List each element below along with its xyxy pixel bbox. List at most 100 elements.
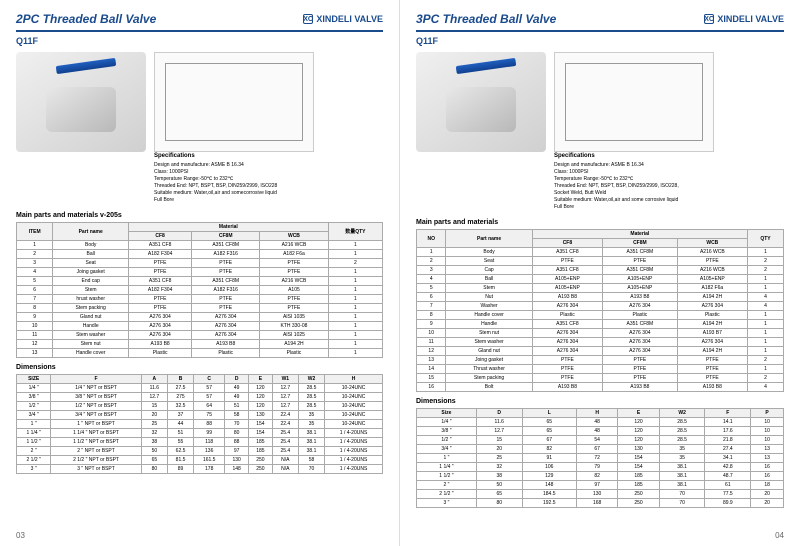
- table-cell: 14: [417, 365, 446, 374]
- table-cell: 148: [522, 481, 576, 490]
- table-cell: 15: [141, 402, 167, 411]
- page-number: 03: [16, 531, 25, 540]
- col-header: W2: [298, 375, 324, 384]
- table-cell: 161.5: [194, 456, 225, 465]
- col-header: D: [476, 409, 522, 418]
- table-row: 13Joing gasketPTFEPTFEPTFE2: [417, 356, 784, 365]
- table-cell: 1: [748, 338, 784, 347]
- table-cell: 17.6: [705, 427, 751, 436]
- table-cell: 38: [141, 438, 167, 447]
- table-cell: 1: [328, 349, 382, 358]
- table-cell: 54: [576, 436, 617, 445]
- table-cell: 10-24UNC: [325, 384, 383, 393]
- table-cell: 65: [476, 490, 522, 499]
- table-cell: 10-24UNC: [325, 402, 383, 411]
- table-cell: A351 CF8: [129, 277, 192, 286]
- table-cell: N/A: [272, 456, 298, 465]
- table-cell: A351 CF8: [532, 266, 602, 275]
- table-cell: 1: [748, 329, 784, 338]
- col-header: WCB: [677, 239, 747, 248]
- table-cell: A276 304: [192, 313, 260, 322]
- table-cell: 65: [522, 418, 576, 427]
- table-cell: 14.1: [705, 418, 751, 427]
- table-cell: 70: [225, 420, 249, 429]
- table-cell: PTFE: [260, 295, 329, 304]
- table-cell: A351 CF8: [532, 248, 602, 257]
- brand-logo-icon: XO: [303, 14, 313, 24]
- table-cell: 12.7: [272, 384, 298, 393]
- table-cell: 81.5: [167, 456, 193, 465]
- table-cell: 1: [748, 284, 784, 293]
- table-cell: 1/2 ": [417, 436, 477, 445]
- table-cell: 1: [748, 311, 784, 320]
- parts-title: Main parts and materials: [416, 219, 784, 226]
- table-cell: 12.7: [272, 402, 298, 411]
- table-cell: Bolt: [446, 383, 532, 392]
- page-number: 04: [775, 531, 784, 540]
- specs-title: Specifications: [554, 152, 694, 160]
- table-cell: A105: [260, 286, 329, 295]
- diagram-lines-icon: [165, 63, 303, 141]
- table-cell: 13: [751, 454, 784, 463]
- table-cell: 9: [417, 320, 446, 329]
- table-cell: 12.7: [272, 393, 298, 402]
- table-cell: A193 B8: [603, 293, 678, 302]
- table-cell: 89.9: [705, 499, 751, 508]
- col-header: A: [141, 375, 167, 384]
- table-cell: 1: [328, 322, 382, 331]
- table-cell: Plastic: [192, 349, 260, 358]
- table-cell: 35: [659, 445, 705, 454]
- dim-title: Dimensions: [16, 364, 383, 371]
- table-cell: 48: [576, 427, 617, 436]
- left-page: 2PC Threaded Ball Valve XO XINDELI VALVE…: [0, 0, 400, 546]
- table-cell: 32.5: [167, 402, 193, 411]
- table-cell: 2: [748, 266, 784, 275]
- table-row: 13Handle coverPlasticPlasticPlastic1: [17, 349, 383, 358]
- table-cell: 57: [194, 393, 225, 402]
- table-cell: Stem packing: [446, 374, 532, 383]
- table-row: 9Gland nutA276 304A276 304AISI 10351: [17, 313, 383, 322]
- catalog-spread: 2PC Threaded Ball Valve XO XINDELI VALVE…: [0, 0, 800, 546]
- table-cell: A276 304: [192, 331, 260, 340]
- valve-handle-icon: [456, 58, 517, 74]
- table-cell: Handle: [53, 322, 129, 331]
- table-cell: 3/8 ": [17, 393, 51, 402]
- table-cell: A194 2H: [260, 340, 329, 349]
- table-cell: 7: [17, 295, 53, 304]
- technical-diagram: [554, 52, 714, 152]
- right-page: 3PC Threaded Ball Valve XO XINDELI VALVE…: [400, 0, 800, 546]
- right-col: Specifications Design and manufacture: A…: [154, 52, 314, 204]
- table-cell: 35: [298, 420, 324, 429]
- table-cell: 16: [751, 472, 784, 481]
- table-cell: 44: [167, 420, 193, 429]
- col-header: WCB: [260, 232, 329, 241]
- table-cell: PTFE: [677, 374, 747, 383]
- table-cell: 118: [194, 438, 225, 447]
- table-cell: 250: [618, 490, 659, 499]
- table-cell: 75: [194, 411, 225, 420]
- table-cell: 1: [328, 286, 382, 295]
- table-cell: 1 / 4-20UNS: [325, 438, 383, 447]
- table-row: 10HandleA276 304A276 304KTH 330-081: [17, 322, 383, 331]
- table-cell: 15: [476, 436, 522, 445]
- table-row: 3 "80192.51682507089.920: [417, 499, 784, 508]
- table-cell: 120: [618, 418, 659, 427]
- table-cell: 49: [225, 384, 249, 393]
- table-cell: 10: [751, 418, 784, 427]
- spec-line: Temperature Range:-50℃ to 232℃: [554, 176, 694, 183]
- table-cell: 7: [417, 302, 446, 311]
- col-header: CF8: [129, 232, 192, 241]
- table-cell: 10-24UNC: [325, 411, 383, 420]
- table-cell: 42.8: [705, 463, 751, 472]
- table-cell: 2: [417, 257, 446, 266]
- table-cell: 20: [751, 499, 784, 508]
- table-cell: 1/2 ": [17, 402, 51, 411]
- table-cell: 58: [298, 456, 324, 465]
- table-cell: 120: [618, 436, 659, 445]
- table-cell: 38.1: [298, 447, 324, 456]
- valve-body-icon: [46, 87, 116, 132]
- table-cell: 65: [141, 456, 167, 465]
- table-cell: A193 B8: [603, 383, 678, 392]
- table-cell: A276 304: [603, 338, 678, 347]
- table-cell: A276 304: [129, 313, 192, 322]
